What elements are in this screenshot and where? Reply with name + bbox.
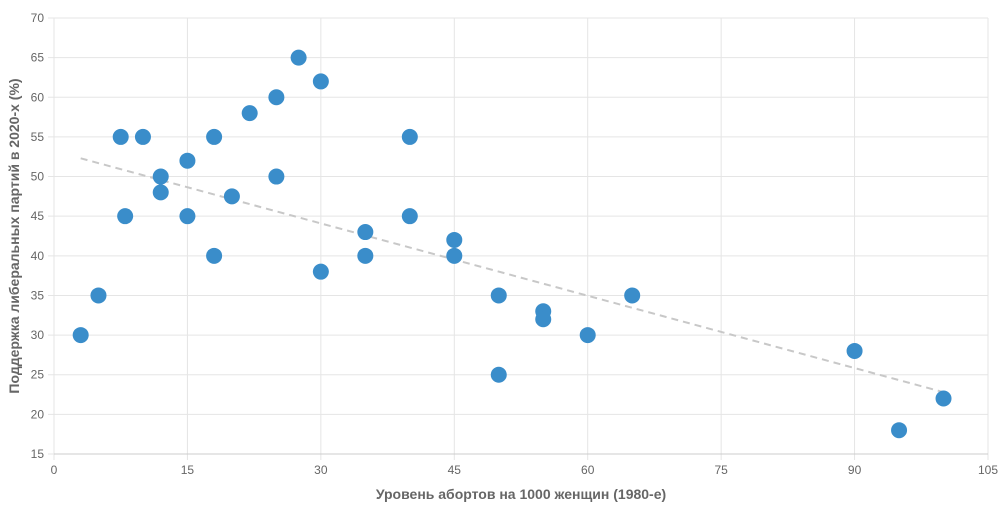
x-tick-label-75: 75 <box>714 463 728 477</box>
y-tick-label-25: 25 <box>31 368 45 382</box>
data-point-18[interactable] <box>357 224 374 241</box>
x-tick-label-90: 90 <box>848 463 862 477</box>
y-tick-label-70: 70 <box>31 11 45 25</box>
grid-layer <box>48 17 989 460</box>
data-point-8[interactable] <box>179 208 196 225</box>
data-point-19[interactable] <box>357 247 374 264</box>
data-point-25[interactable] <box>490 366 507 383</box>
x-axis-title: Уровень абортов на 1000 женщин (1980-е) <box>376 486 666 502</box>
data-point-10[interactable] <box>206 247 223 264</box>
data-point-1[interactable] <box>90 287 107 304</box>
x-tick-label-45: 45 <box>448 463 462 477</box>
x-tick-label-30: 30 <box>314 463 328 477</box>
data-point-12[interactable] <box>241 105 258 122</box>
data-point-17[interactable] <box>312 263 329 280</box>
data-point-16[interactable] <box>312 73 329 90</box>
data-point-27[interactable] <box>535 311 552 328</box>
data-point-32[interactable] <box>935 390 952 407</box>
data-point-23[interactable] <box>446 247 463 264</box>
points-layer <box>72 49 952 439</box>
y-tick-label-20: 20 <box>31 407 45 421</box>
x-tick-label-15: 15 <box>181 463 195 477</box>
data-point-20[interactable] <box>401 128 418 145</box>
data-point-6[interactable] <box>152 184 169 201</box>
data-point-15[interactable] <box>290 49 307 66</box>
y-tick-label-60: 60 <box>31 90 45 104</box>
y-tick-label-15: 15 <box>31 447 45 461</box>
data-point-21[interactable] <box>401 208 418 225</box>
data-point-5[interactable] <box>152 168 169 185</box>
axis-layer: 0 15 30 45 60 75 90 105 15 20 25 30 35 40 45 50 55 60 65 70 <box>31 11 999 477</box>
x-tick-label-105: 105 <box>978 463 998 477</box>
y-tick-label-55: 55 <box>31 130 45 144</box>
data-point-11[interactable] <box>223 188 240 205</box>
trendline-layer <box>80 157 944 394</box>
data-point-31[interactable] <box>891 422 908 439</box>
data-point-30[interactable] <box>846 342 863 359</box>
data-point-28[interactable] <box>579 327 596 344</box>
x-tick-label-0: 0 <box>51 463 58 477</box>
y-tick-label-65: 65 <box>31 51 45 65</box>
y-tick-label-30: 30 <box>31 328 45 342</box>
data-point-9[interactable] <box>206 128 223 145</box>
data-point-13[interactable] <box>268 89 285 106</box>
data-point-7[interactable] <box>179 152 196 169</box>
data-point-4[interactable] <box>134 128 151 145</box>
data-point-22[interactable] <box>446 231 463 248</box>
x-tick-label-60: 60 <box>581 463 595 477</box>
y-tick-label-45: 45 <box>31 209 45 223</box>
y-tick-label-35: 35 <box>31 288 45 302</box>
data-point-3[interactable] <box>117 208 134 225</box>
data-point-24[interactable] <box>490 287 507 304</box>
trendline <box>80 157 944 394</box>
y-axis-title: Поддержка либеральных партий в 2020-х (%… <box>6 78 22 393</box>
data-point-29[interactable] <box>624 287 641 304</box>
y-tick-label-40: 40 <box>31 249 45 263</box>
data-point-2[interactable] <box>112 128 129 145</box>
y-tick-label-50: 50 <box>31 170 45 184</box>
data-point-0[interactable] <box>72 327 89 344</box>
data-point-14[interactable] <box>268 168 285 185</box>
